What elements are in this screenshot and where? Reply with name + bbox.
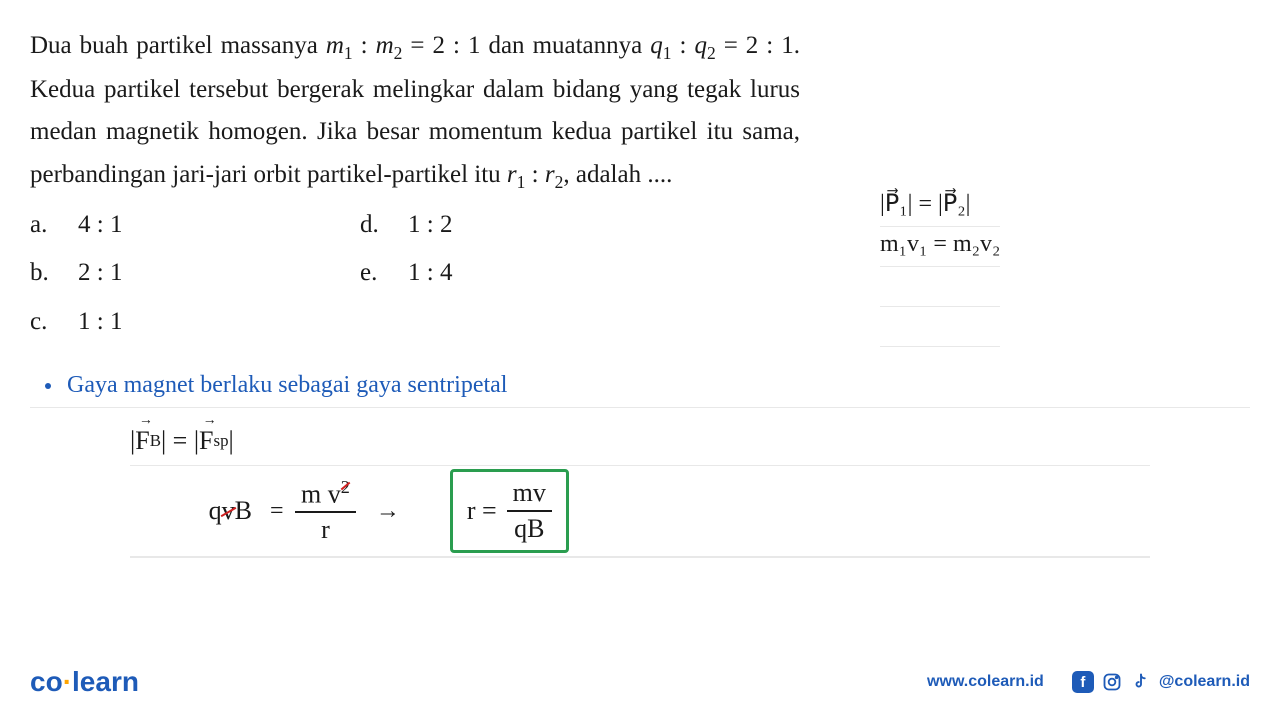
q-r2: r [545,161,555,188]
force-fsp-sp: sp [214,431,229,451]
mv2-over-r: m v2 r [295,477,356,546]
result-box: r = mv qB [450,469,569,553]
logo-learn: learn [72,666,139,697]
q-line4: medan magnetik homogen. Jika besar momen… [30,118,543,145]
q-q1-sub: 1 [663,43,672,63]
q-m1: m [326,32,344,59]
force-fb-f: F [135,426,149,456]
force-end: | [229,426,234,456]
logo-co: co [30,666,63,697]
footer: co·learn www.colearn.id f @colearn.id [0,666,1280,698]
box-r-equals: r = [467,496,497,526]
arrow-icon: → [376,498,400,525]
option-d-label: d. [360,204,388,247]
footer-handle: @colearn.id [1159,673,1250,691]
q-line6-pre: partikel-partikel itu [307,161,507,188]
mv-numerator: mv [507,478,552,512]
option-a-value: 4 : 1 [78,204,122,247]
option-c-value: 1 : 1 [78,301,122,344]
option-d: d. 1 : 2 [360,204,452,247]
qvb-left: qvB [130,496,270,526]
instagram-icon [1101,671,1123,693]
question-block: Dua buah partikel massanya m1 : m2 = 2 :… [30,25,800,347]
q-line3: bergerak melingkar dalam bidang yang teg… [277,76,800,103]
force-mid: | = | [161,426,199,456]
mv-equation: m₁v₁ = m₂v₂ [880,227,1000,267]
q-colon2: : [672,32,695,59]
option-c-label: c. [30,301,58,344]
q-m1-sub: 1 [344,43,353,63]
spacer-row [130,557,1150,567]
option-a: a. 4 : 1 [30,204,360,247]
force-fb-b: B [150,431,161,451]
q-r1: r [507,161,517,188]
note-text: Gaya magnet berlaku sebagai gaya sentrip… [67,372,507,399]
q-line1-pre: Dua buah partikel massanya [30,32,326,59]
momentum-equation: |P⃗₁| = |P⃗₂| [880,185,1000,227]
q-line2-pre: muatannya [533,32,651,59]
mv-over-qb: mv qB [507,478,552,544]
tiktok-icon [1130,671,1152,693]
option-c: c. 1 : 1 [30,301,360,344]
handwritten-notes: |P⃗₁| = |P⃗₂| m₁v₁ = m₂v₂ [880,25,1000,347]
qb-denominator: qB [514,512,544,544]
q-q2: q [694,32,707,59]
note-section: Gaya magnet berlaku sebagai gaya sentrip… [0,372,1280,408]
option-b-label: b. [30,252,58,295]
blank-line-2 [880,307,1000,347]
social-icons: f @colearn.id [1072,671,1250,693]
mv2-numerator: m v2 [295,477,356,514]
question-text: Dua buah partikel massanya m1 : m2 = 2 :… [30,25,800,198]
option-d-value: 1 : 2 [408,204,452,247]
qvb-equals: = [270,498,295,525]
colearn-logo: co·learn [30,666,139,698]
options-row-3: c. 1 : 1 [30,301,800,344]
derivation-area: | FB | = | Fsp | qvB = m v2 r → r = mv q… [0,408,1280,567]
centripetal-note: Gaya magnet berlaku sebagai gaya sentrip… [30,372,1250,408]
r-denominator: r [321,513,330,545]
option-e-label: e. [360,252,388,295]
q-colon1: : [353,32,376,59]
qvb-equation-row: qvB = m v2 r → r = mv qB [130,466,1150,557]
bullet-icon [45,383,51,389]
q-q1: q [650,32,663,59]
options-row-1: a. 4 : 1 d. 1 : 2 [30,204,800,247]
option-b-value: 2 : 1 [78,252,122,295]
blank-line-1 [880,267,1000,307]
q-m2: m [376,32,394,59]
force-fsp-f: F [199,426,213,456]
q-colon3: : [525,161,544,188]
facebook-icon: f [1072,671,1094,693]
q-eq1: = 2 : 1 dan [402,32,524,59]
option-e-value: 1 : 4 [408,252,452,295]
qvb-right: m v2 r → r = mv qB [295,469,569,553]
option-b: b. 2 : 1 [30,252,360,295]
footer-url: www.colearn.id [927,673,1044,691]
option-e: e. 1 : 4 [360,252,452,295]
q-q2-sub: 2 [707,43,716,63]
logo-dot-icon: · [63,666,72,697]
option-a-label: a. [30,204,58,247]
force-equation-row: | FB | = | Fsp | [130,416,1150,466]
footer-right: www.colearn.id f @colearn.id [927,671,1250,693]
options-row-2: b. 2 : 1 e. 1 : 4 [30,252,800,295]
q-line6-end: , adalah .... [563,161,672,188]
